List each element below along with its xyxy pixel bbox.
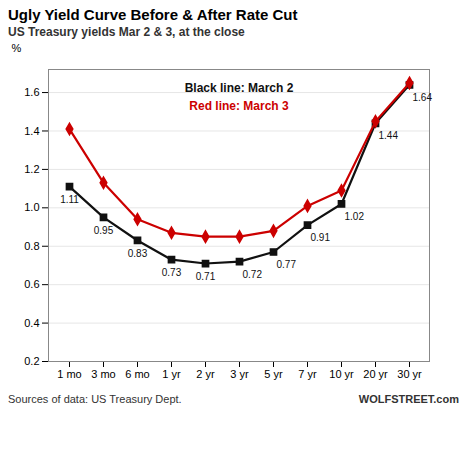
svg-text:0.71: 0.71 (196, 271, 216, 282)
svg-text:0.6: 0.6 (24, 278, 39, 290)
svg-text:1.6: 1.6 (24, 86, 39, 98)
html-text:Ugly Yield Curve Before & Afte: Ugly Yield Curve Before & After Rate Cut (8, 6, 298, 23)
svg-text:Red line: March 3: Red line: March 3 (189, 99, 289, 113)
svg-text:%: % (12, 42, 22, 54)
svg-text:20 yr: 20 yr (363, 368, 388, 380)
svg-text:1.4: 1.4 (24, 124, 39, 136)
svg-text:7 yr: 7 yr (298, 368, 317, 380)
html-text:WOLFSTREET.com: WOLFSTREET.com (358, 393, 459, 405)
svg-text:1.44: 1.44 (379, 130, 399, 141)
svg-text:0.2: 0.2 (24, 355, 39, 367)
svg-text:30 yr: 30 yr (397, 368, 422, 380)
html-text:US Treasury yields Mar 2 & 3,: US Treasury yields Mar 2 & 3, at the clo… (8, 25, 245, 39)
svg-text:1.02: 1.02 (345, 211, 365, 222)
svg-text:5 yr: 5 yr (264, 368, 283, 380)
svg-text:0.77: 0.77 (277, 259, 297, 270)
svg-text:0.72: 0.72 (243, 269, 263, 280)
svg-text:1.2: 1.2 (24, 163, 39, 175)
svg-text:0.4: 0.4 (24, 317, 39, 329)
svg-text:1.0: 1.0 (24, 201, 39, 213)
svg-text:3 mo: 3 mo (91, 368, 115, 380)
svg-text:0.91: 0.91 (311, 232, 331, 243)
svg-text:0.73: 0.73 (162, 267, 182, 278)
svg-text:2 yr: 2 yr (196, 368, 215, 380)
svg-text:6 mo: 6 mo (125, 368, 149, 380)
svg-text:1 mo: 1 mo (57, 368, 81, 380)
svg-text:10 yr: 10 yr (329, 368, 354, 380)
svg-text:1.64: 1.64 (413, 92, 433, 103)
svg-text:0.8: 0.8 (24, 240, 39, 252)
html-text:Sources of data: US Treasury D: Sources of data: US Treasury Dept. (8, 393, 182, 405)
svg-text:3 yr: 3 yr (230, 368, 249, 380)
svg-text:1.11: 1.11 (60, 194, 79, 205)
svg-text:0.83: 0.83 (128, 248, 148, 259)
svg-text:1 yr: 1 yr (162, 368, 181, 380)
svg-text:0.95: 0.95 (94, 225, 114, 236)
svg-text:Black line: March 2: Black line: March 2 (185, 81, 294, 95)
